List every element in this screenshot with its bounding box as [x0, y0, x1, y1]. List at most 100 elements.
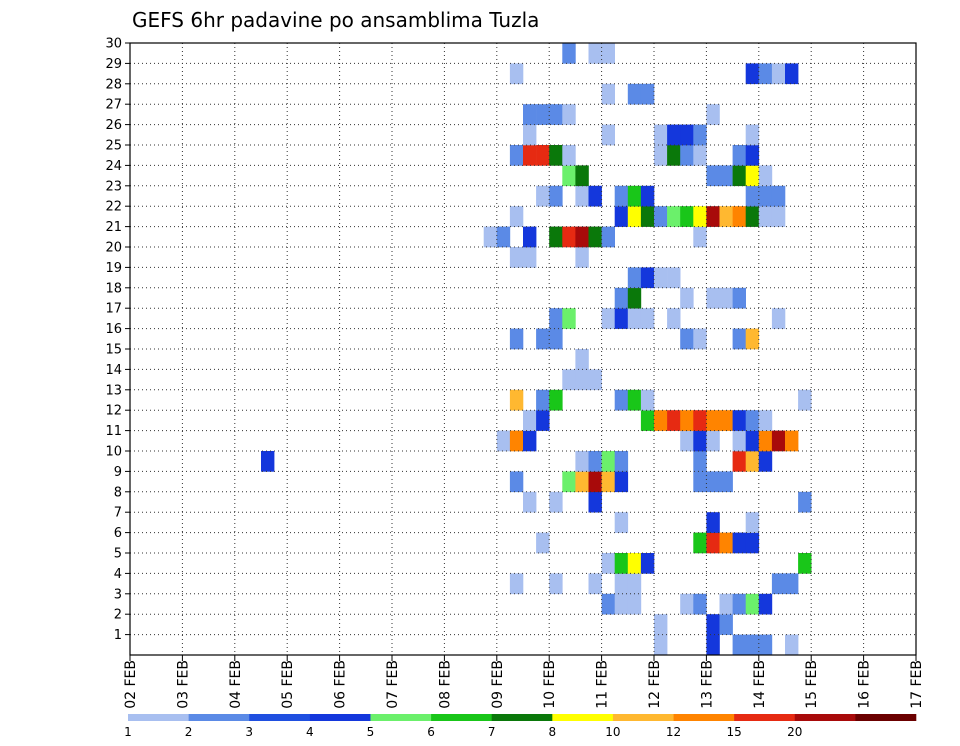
- precip-cell: [588, 369, 602, 391]
- legend-swatch: [612, 714, 674, 721]
- precip-cell: [706, 104, 720, 125]
- legend-swatch: [673, 714, 735, 721]
- precip-cell: [575, 471, 589, 493]
- precip-cell: [654, 267, 668, 289]
- precip-cell: [549, 104, 563, 125]
- precip-cell: [785, 634, 799, 656]
- precip-cell: [693, 532, 707, 554]
- precip-cell: [536, 104, 550, 125]
- precip-cell: [509, 328, 524, 350]
- precip-cell: [745, 451, 760, 472]
- y-tick-label: 19: [105, 261, 122, 276]
- precip-cell: [667, 206, 681, 227]
- precip-cell: [798, 553, 812, 574]
- precip-cell: [601, 593, 615, 615]
- precip-cell: [601, 124, 615, 146]
- precip-cell: [745, 512, 760, 533]
- color-legend: 1 2 3 4 5 6 7 8 10 12 15 20: [124, 714, 917, 739]
- precip-cell: [785, 573, 799, 595]
- precip-cell: [575, 247, 589, 268]
- precip-cell: [588, 226, 602, 248]
- precip-cell: [732, 634, 746, 656]
- legend-swatch: [552, 714, 614, 721]
- precip-cell: [745, 206, 760, 227]
- precip-cell: [549, 145, 563, 166]
- precip-cell: [575, 165, 589, 187]
- precip-cell: [536, 185, 550, 207]
- x-axis: 02 FEB 03 FEB 04 FEB 05 FEB 06 FEB 07 FEB 08 F…: [123, 655, 925, 709]
- x-tick-label: 16 FEB: [857, 660, 873, 709]
- precip-cell: [601, 308, 615, 329]
- precip-cell: [719, 206, 733, 227]
- precip-cell: [667, 267, 681, 289]
- precip-cell: [745, 532, 760, 554]
- precip-cell: [745, 185, 760, 207]
- precip-cell: [627, 553, 642, 574]
- precip-cell: [549, 389, 563, 411]
- precip-cell: [667, 145, 681, 166]
- precip-cell: [509, 206, 524, 227]
- precip-cell: [601, 451, 615, 472]
- precip-cell: [745, 145, 760, 166]
- x-tick-label: 13 FEB: [699, 660, 715, 709]
- x-tick-label: 14 FEB: [752, 660, 768, 709]
- precip-cell: [562, 369, 576, 391]
- y-tick-label: 3: [114, 587, 122, 602]
- precip-cell: [509, 430, 524, 452]
- y-tick-label: 4: [114, 567, 122, 582]
- precip-cell: [706, 532, 720, 554]
- precip-cell: [509, 145, 524, 166]
- x-tick-label: 03 FEB: [175, 660, 191, 709]
- precip-cell: [614, 185, 629, 207]
- legend-label: 8: [548, 725, 556, 739]
- precip-cell: [758, 430, 773, 452]
- y-tick-label: 2: [114, 608, 122, 623]
- legend-swatch: [855, 714, 917, 721]
- x-tick-label: 06 FEB: [333, 660, 349, 709]
- precip-cell: [627, 308, 642, 329]
- precip-cell: [614, 206, 629, 227]
- precip-cell: [640, 267, 655, 289]
- precip-cell: [706, 206, 720, 227]
- precip-cell: [549, 185, 563, 207]
- precip-cell: [483, 226, 498, 248]
- precip-cell: [654, 145, 668, 166]
- precip-cell: [680, 410, 694, 431]
- precip-cell: [562, 308, 576, 329]
- y-tick-label: 6: [114, 526, 122, 541]
- precip-cell: [562, 104, 576, 125]
- y-tick-label: 20: [105, 241, 122, 256]
- precip-cell: [693, 410, 707, 431]
- y-tick-label: 8: [114, 485, 122, 500]
- y-tick-label: 14: [105, 363, 122, 378]
- precip-cell: [745, 430, 760, 452]
- precip-cell: [706, 165, 720, 187]
- x-tick-label: 02 FEB: [123, 660, 139, 709]
- legend-label: 7: [488, 725, 496, 739]
- precip-cell: [732, 593, 746, 615]
- precip-cell: [261, 451, 275, 472]
- precip-cell: [758, 410, 773, 431]
- precip-cell: [693, 593, 707, 615]
- precip-cell: [693, 328, 707, 350]
- precip-cell: [654, 614, 668, 635]
- precip-cell: [719, 532, 733, 554]
- precip-cell: [758, 451, 773, 472]
- precip-cell: [627, 83, 642, 105]
- precip-cell: [706, 634, 720, 656]
- precip-cell: [575, 185, 589, 207]
- legend-swatch: [431, 714, 492, 721]
- precip-cell: [536, 389, 550, 411]
- precip-cell: [523, 145, 537, 166]
- precip-cell: [614, 287, 629, 309]
- precip-cell: [614, 553, 629, 574]
- precip-cell: [798, 389, 812, 411]
- y-tick-label: 7: [114, 506, 122, 521]
- precip-cell: [509, 471, 524, 493]
- legend-swatch: [734, 714, 796, 721]
- precip-cell: [706, 287, 720, 309]
- precip-cell: [719, 471, 733, 493]
- y-tick-label: 17: [105, 302, 122, 317]
- precip-cell: [509, 389, 524, 411]
- precip-cell: [523, 104, 537, 125]
